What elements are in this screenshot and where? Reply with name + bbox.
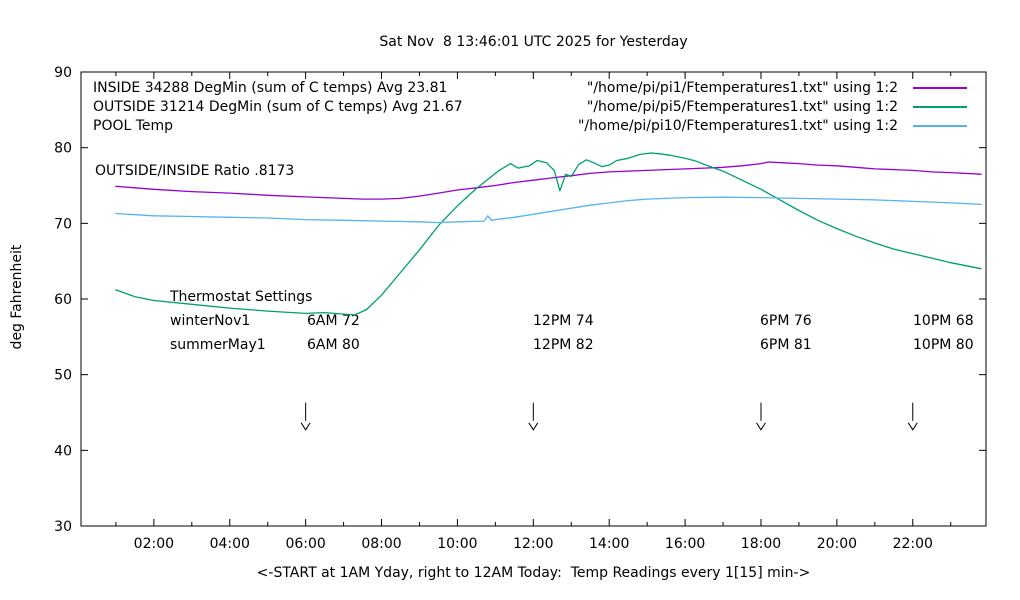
ratio-label: OUTSIDE/INSIDE Ratio .8173 (95, 163, 295, 179)
thermostat-summer-6pm: 6PM 81 (760, 337, 812, 353)
legend-label-outside: OUTSIDE 31214 DegMin (sum of C temps) Av… (93, 99, 463, 115)
legend-line-inside (913, 87, 967, 89)
thermostat-winter-6pm: 6PM 76 (760, 313, 812, 329)
x-tick-label: 14:00 (589, 536, 629, 552)
y-tick-label: 60 (54, 292, 72, 308)
thermostat-winter-12pm: 12PM 74 (533, 313, 594, 329)
thermostat-winter-name: winterNov1 (170, 313, 251, 329)
x-tick-label: 20:00 (817, 536, 857, 552)
thermostat-summer-6am: 6AM 80 (307, 337, 360, 353)
x-tick-label: 04:00 (210, 536, 250, 552)
legend-row-pool: POOL Temp "/home/pi/pi10/Ftemperatures1.… (0, 118, 1020, 135)
x-tick-label: 18:00 (741, 536, 781, 552)
y-tick-label: 80 (54, 141, 72, 157)
y-tick-label: 30 (54, 519, 72, 535)
thermostat-arrow-head (907, 422, 918, 431)
thermostat-summer-12pm: 12PM 82 (533, 337, 594, 353)
thermostat-arrow-head (528, 422, 539, 431)
legend-label-inside: INSIDE 34288 DegMin (sum of C temps) Avg… (93, 80, 448, 96)
legend-file-pool: "/home/pi/pi10/Ftemperatures1.txt" using… (577, 118, 898, 134)
x-tick-label: 06:00 (285, 536, 325, 552)
thermostat-winter-10pm: 10PM 68 (913, 313, 974, 329)
y-tick-label: 40 (54, 443, 72, 459)
thermostat-title: Thermostat Settings (170, 289, 313, 305)
y-tick-label: 50 (54, 368, 72, 384)
chart-title: Sat Nov 8 13:46:01 UTC 2025 for Yesterda… (379, 34, 688, 50)
x-tick-label: 12:00 (513, 536, 553, 552)
thermostat-winter-6am: 6AM 72 (307, 313, 360, 329)
thermostat-summer-name: summerMay1 (170, 337, 266, 353)
thermostat-arrow-head (756, 422, 766, 431)
y-tick-label: 90 (54, 65, 72, 81)
x-tick-label: 02:00 (134, 536, 174, 552)
y-axis-label: deg Fahrenheit (9, 244, 25, 350)
legend-line-pool (913, 125, 967, 127)
x-tick-label: 10:00 (437, 536, 477, 552)
legend-file-outside: "/home/pi/pi5/Ftemperatures1.txt" using … (586, 99, 898, 115)
legend-line-outside (913, 106, 967, 108)
thermostat-summer-10pm: 10PM 80 (913, 337, 974, 353)
legend-label-pool: POOL Temp (93, 118, 174, 134)
x-tick-label: 22:00 (893, 536, 933, 552)
thermostat-arrow-head (300, 422, 311, 431)
legend-row-inside: INSIDE 34288 DegMin (sum of C temps) Avg… (0, 80, 1020, 97)
legend-row-outside: OUTSIDE 31214 DegMin (sum of C temps) Av… (0, 99, 1020, 116)
y-tick-label: 70 (54, 216, 72, 232)
series-line-pool (115, 196, 982, 224)
x-axis-caption: <-START at 1AM Yday, right to 12AM Today… (256, 565, 811, 581)
x-tick-label: 16:00 (665, 536, 705, 552)
x-tick-label: 08:00 (361, 536, 401, 552)
legend-file-inside: "/home/pi/pi1/Ftemperatures1.txt" using … (586, 80, 898, 96)
